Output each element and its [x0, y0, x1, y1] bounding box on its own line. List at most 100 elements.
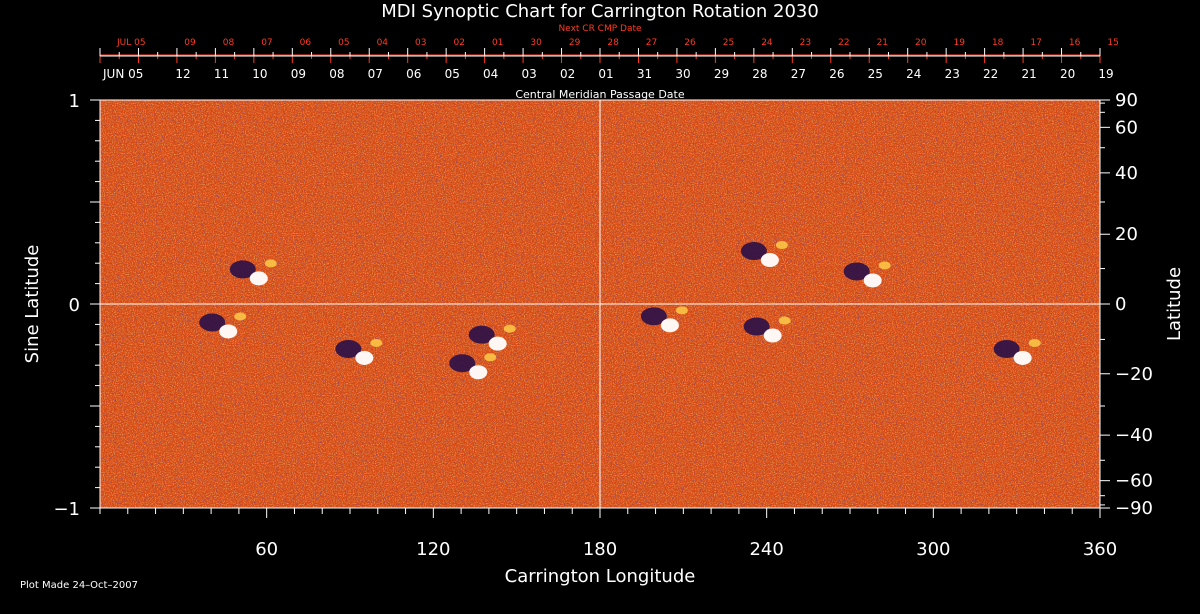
next-cr-label: Next CR CMP Date	[558, 24, 642, 34]
y-axis-right-label: Latitude	[1164, 267, 1185, 341]
region-plage	[503, 324, 516, 333]
region-positive-polarity	[249, 271, 268, 286]
date-axis-date-label: 21	[1022, 67, 1037, 81]
cmp-axis-label: Central Meridian Passage Date	[515, 88, 684, 101]
date-axis-date-label: 19	[954, 38, 966, 48]
x-tick-label: 60	[255, 539, 278, 560]
x-tick-label: 180	[583, 539, 617, 560]
x-tick-label: 360	[1083, 539, 1117, 560]
date-axis-date-label: 09	[184, 38, 196, 48]
y-right-tick-label: 0	[1115, 294, 1126, 315]
date-axis-date-label: 30	[675, 67, 690, 81]
region-plage	[775, 241, 788, 250]
date-axis-date-label: 26	[829, 67, 844, 81]
date-axis-date-label: 27	[791, 67, 806, 81]
x-tick-label: 120	[416, 539, 450, 560]
region-plage	[234, 312, 247, 321]
date-axis-date-label: 03	[415, 38, 426, 48]
region-positive-polarity	[488, 336, 507, 351]
region-plage	[484, 353, 497, 362]
active-region	[229, 259, 277, 286]
date-axis-start-label: JUL 05	[116, 38, 146, 48]
date-axis-date-label: 08	[329, 67, 344, 81]
active-region	[640, 306, 688, 333]
x-tick-label: 300	[916, 539, 950, 560]
region-negative-polarity	[449, 354, 476, 373]
y-right-tick-label: −60	[1115, 471, 1153, 492]
date-axis-date-label: 01	[598, 67, 613, 81]
active-region	[743, 316, 791, 343]
y-left-tick-label: 1	[69, 91, 80, 112]
date-axis-date-label: 17	[1030, 38, 1041, 48]
date-axis-date-label: 24	[761, 38, 773, 48]
region-plage	[675, 306, 688, 315]
active-region	[843, 261, 891, 288]
date-axis-date-label: 22	[838, 38, 849, 48]
region-plage	[370, 338, 383, 347]
date-axis-date-label: 21	[877, 38, 888, 48]
region-negative-polarity	[199, 313, 226, 332]
date-axis-date-label: 05	[338, 38, 349, 48]
date-axis-date-label: 18	[992, 38, 1004, 48]
date-axis-date-label: 15	[1107, 38, 1118, 48]
date-axis-date-label: 23	[945, 67, 960, 81]
date-axis-date-label: 05	[445, 67, 460, 81]
y-right-tick-label: −90	[1115, 498, 1153, 519]
date-axis-date-label: 27	[646, 38, 657, 48]
date-axis-date-label: 28	[607, 38, 619, 48]
date-axis-date-label: 25	[723, 38, 734, 48]
chart-title: MDI Synoptic Chart for Carrington Rotati…	[381, 1, 819, 22]
plot-made-footer: Plot Made 24–Oct–2007	[20, 580, 138, 591]
date-axis-date-label: 16	[1069, 38, 1081, 48]
region-positive-polarity	[219, 324, 238, 339]
y-axis-left-label: Sine Latitude	[22, 245, 43, 364]
date-axis-date-label: 07	[261, 38, 272, 48]
region-positive-polarity	[469, 365, 488, 380]
grid-lines	[100, 100, 1100, 508]
date-axis-date-label: 29	[714, 67, 729, 81]
date-axis-date-label: 04	[377, 38, 389, 48]
date-axis-date-label: 07	[368, 67, 383, 81]
date-axis-date-label: 22	[983, 67, 998, 81]
region-negative-polarity	[335, 339, 362, 358]
active-region	[740, 241, 788, 268]
date-axis-date-label: 31	[637, 67, 652, 81]
region-negative-polarity	[993, 339, 1020, 358]
active-regions	[199, 241, 1041, 380]
date-axis-date-label: 06	[300, 38, 312, 48]
y-right-tick-label: 60	[1115, 117, 1138, 138]
date-axis-date-label: 03	[522, 67, 537, 81]
region-negative-polarity	[740, 242, 767, 261]
date-axis-date-label: 26	[684, 38, 696, 48]
y-right-tick-label: 90	[1115, 90, 1138, 111]
date-axis-date-label: 10	[252, 67, 267, 81]
y-axis-left: 1 0 −1	[53, 91, 100, 520]
date-axis-date-label: 09	[291, 67, 306, 81]
y-right-tick-label: −40	[1115, 425, 1153, 446]
date-axis-date-label: 02	[454, 38, 465, 48]
date-axis-date-label: 29	[569, 38, 581, 48]
date-axis-date-label: 20	[1060, 67, 1075, 81]
region-positive-polarity	[763, 328, 782, 343]
region-positive-polarity	[863, 273, 882, 288]
x-axis: 60 120 180 240 300 360	[99, 508, 1117, 560]
x-tick-label: 240	[749, 539, 783, 560]
y-left-tick-label: 0	[69, 295, 80, 316]
region-plage	[1028, 338, 1041, 347]
region-plage	[778, 316, 791, 325]
date-axis-date-label: 20	[915, 38, 927, 48]
date-axis-date-label: 02	[560, 67, 575, 81]
date-axis-date-label: 12	[175, 67, 190, 81]
region-positive-polarity	[355, 350, 374, 365]
x-axis-label: Carrington Longitude	[505, 566, 696, 587]
y-right-tick-label: 40	[1115, 163, 1138, 184]
date-axis-date-label: 06	[406, 67, 421, 81]
y-axis-right: 90 60 40 20 0 −20 −40 −60 −90	[1100, 90, 1153, 519]
y-right-tick-label: 20	[1115, 224, 1138, 245]
date-axis-date-label: 23	[800, 38, 811, 48]
date-axis-date-label: 01	[492, 38, 503, 48]
region-plage	[878, 261, 891, 270]
region-negative-polarity	[843, 262, 870, 281]
